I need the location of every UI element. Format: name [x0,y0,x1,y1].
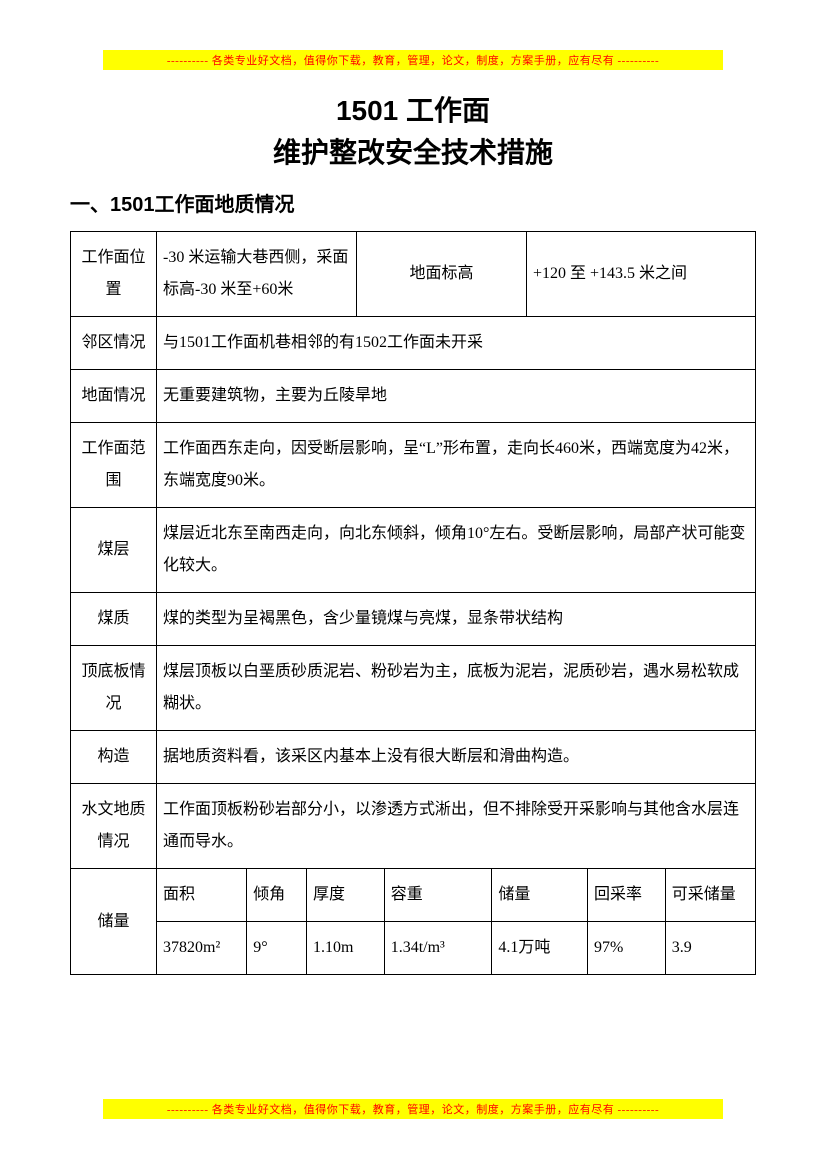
cell: 无重要建筑物，主要为丘陵旱地 [157,370,756,423]
reserves-cell: 面积 倾角 厚度 容重 储量 回采率 可采储量 37820m² 9° 1.10m… [157,869,756,975]
table-row: 37820m² 9° 1.10m 1.34t/m³ 4.1万吨 97% 3.9 [157,922,755,975]
bottom-banner: ---------- 各类专业好文档，值得你下载，教育，管理，论文，制度，方案手… [103,1099,723,1119]
title-line-1: 1501 工作面 [70,90,756,132]
cell-label: 煤质 [71,593,157,646]
header-cell: 可采储量 [665,869,755,922]
table-row: 煤质 煤的类型为呈褐黑色，含少量镜煤与亮煤，显条带状结构 [71,593,756,646]
cell-label: 煤层 [71,508,157,593]
cell-label: 水文地质情况 [71,784,157,869]
cell-label: 地面情况 [71,370,157,423]
cell: 工作面西东走向，因受断层影响，呈“L”形布置，走向长460米，西端宽度为42米，… [157,423,756,508]
cell: 工作面顶板粉砂岩部分小，以渗透方式淅出，但不排除受开采影响与其他含水层连通而导水… [157,784,756,869]
header-cell: 倾角 [247,869,307,922]
value-cell: 3.9 [665,922,755,975]
cell: +120 至 +143.5 米之间 [527,232,756,317]
geology-table: 工作面位置 -30 米运输大巷西侧，采面标高-30 米至+60米 地面标高 +1… [70,231,756,975]
cell: 据地质资料看，该采区内基本上没有很大断层和滑曲构造。 [157,731,756,784]
cell: 与1501工作面机巷相邻的有1502工作面未开采 [157,317,756,370]
table-row: 地面情况 无重要建筑物，主要为丘陵旱地 [71,370,756,423]
title-line-2: 维护整改安全技术措施 [70,132,756,174]
header-cell: 回采率 [588,869,666,922]
table-row: 构造 据地质资料看，该采区内基本上没有很大断层和滑曲构造。 [71,731,756,784]
table-row-reserves: 储量 面积 倾角 厚度 容重 储量 回采率 可采储量 [71,869,756,975]
header-cell: 储量 [492,869,588,922]
cell-label: 构造 [71,731,157,784]
header-cell: 厚度 [306,869,384,922]
cell: -30 米运输大巷西侧，采面标高-30 米至+60米 [157,232,357,317]
table-row: 顶底板情况 煤层顶板以白垩质砂质泥岩、粉砂岩为主，底板为泥岩，泥质砂岩，遇水易松… [71,646,756,731]
cell-label: 储量 [71,869,157,975]
value-cell: 1.10m [306,922,384,975]
header-cell: 容重 [384,869,492,922]
value-cell: 9° [247,922,307,975]
cell: 地面标高 [357,232,527,317]
cell-label: 工作面位置 [71,232,157,317]
table-row: 工作面范围 工作面西东走向，因受断层影响，呈“L”形布置，走向长460米，西端宽… [71,423,756,508]
cell: 煤层顶板以白垩质砂质泥岩、粉砂岩为主，底板为泥岩，泥质砂岩，遇水易松软成糊状。 [157,646,756,731]
table-row: 水文地质情况 工作面顶板粉砂岩部分小，以渗透方式淅出，但不排除受开采影响与其他含… [71,784,756,869]
table-row: 面积 倾角 厚度 容重 储量 回采率 可采储量 [157,869,755,922]
document-page: ---------- 各类专业好文档，值得你下载，教育，管理，论文，制度，方案手… [0,0,826,1015]
value-cell: 37820m² [157,922,247,975]
cell-label: 邻区情况 [71,317,157,370]
cell: 煤的类型为呈褐黑色，含少量镜煤与亮煤，显条带状结构 [157,593,756,646]
value-cell: 97% [588,922,666,975]
top-banner: ---------- 各类专业好文档，值得你下载，教育，管理，论文，制度，方案手… [103,50,723,70]
header-cell: 面积 [157,869,247,922]
section-1-heading: 一、1501工作面地质情况 [70,188,756,217]
cell: 煤层近北东至南西走向，向北东倾斜，倾角10°左右。受断层影响，局部产状可能变化较… [157,508,756,593]
value-cell: 1.34t/m³ [384,922,492,975]
table-row: 邻区情况 与1501工作面机巷相邻的有1502工作面未开采 [71,317,756,370]
table-row: 煤层 煤层近北东至南西走向，向北东倾斜，倾角10°左右。受断层影响，局部产状可能… [71,508,756,593]
title-block: 1501 工作面 维护整改安全技术措施 [70,90,756,174]
reserves-inner-table: 面积 倾角 厚度 容重 储量 回采率 可采储量 37820m² 9° 1.10m… [157,869,755,974]
cell-label: 工作面范围 [71,423,157,508]
table-row: 工作面位置 -30 米运输大巷西侧，采面标高-30 米至+60米 地面标高 +1… [71,232,756,317]
value-cell: 4.1万吨 [492,922,588,975]
cell-label: 顶底板情况 [71,646,157,731]
